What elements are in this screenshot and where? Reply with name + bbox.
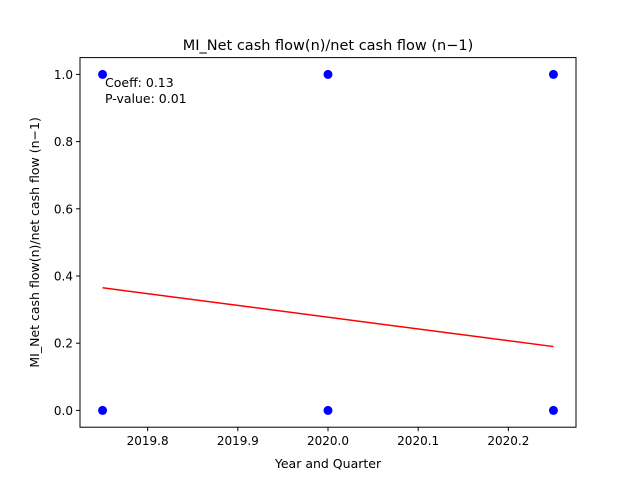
chart-title: MI_Net cash flow(n)/net cash flow (n−1): [183, 38, 474, 54]
data-point-1: [98, 405, 108, 415]
y-tick-label: 0.0: [54, 404, 73, 418]
trend-line: [102, 287, 554, 348]
x-tick-label: 2019.8: [127, 434, 169, 448]
y-tick-label: 0.6: [54, 202, 73, 216]
pvalue-annotation: P-value: 0.01: [105, 91, 187, 106]
y-axis: 0.0 0.2 0.4 0.6 0.8 1.0: [54, 68, 80, 418]
x-tick-label: 2020.1: [397, 434, 439, 448]
data-point-0: [98, 69, 108, 79]
data-point-4: [548, 69, 558, 79]
x-axis: 2019.8 2019.9 2020.0 2020.1 2020.2: [127, 427, 529, 448]
y-tick-label: 0.8: [54, 135, 73, 149]
plot-frame: [79, 57, 577, 428]
y-tick-label: 1.0: [54, 68, 73, 82]
x-axis-label: Year and Quarter: [274, 456, 382, 471]
data-point-2: [323, 69, 333, 79]
data-point-5: [548, 405, 558, 415]
y-axis-label: MI_Net cash flow(n)/net cash flow (n−1): [27, 117, 42, 367]
x-tick-label: 2019.9: [217, 434, 259, 448]
plot-area: [98, 69, 558, 415]
coeff-annotation: Coeff: 0.13: [105, 75, 174, 90]
data-point-3: [323, 405, 333, 415]
x-tick-label: 2020.0: [307, 434, 349, 448]
y-tick-label: 0.2: [54, 337, 73, 351]
y-tick-label: 0.4: [54, 270, 73, 284]
x-tick-label: 2020.2: [487, 434, 529, 448]
